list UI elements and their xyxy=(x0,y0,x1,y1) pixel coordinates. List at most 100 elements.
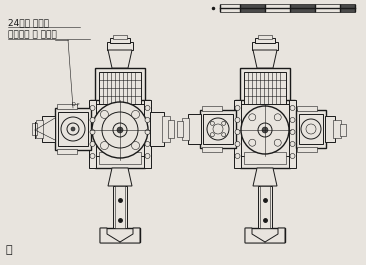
Bar xyxy=(265,4,290,12)
Circle shape xyxy=(258,123,272,137)
Bar xyxy=(244,152,286,164)
Polygon shape xyxy=(245,228,285,243)
Bar xyxy=(244,72,286,144)
Bar xyxy=(113,35,127,39)
Polygon shape xyxy=(253,50,277,68)
Bar xyxy=(239,104,291,156)
Bar xyxy=(299,114,323,144)
Bar xyxy=(245,228,285,242)
Bar xyxy=(297,147,317,152)
Bar xyxy=(340,4,355,12)
Bar xyxy=(297,106,317,111)
Circle shape xyxy=(262,127,268,133)
Bar xyxy=(58,112,88,146)
Bar xyxy=(42,116,55,142)
Bar xyxy=(100,228,140,242)
Bar xyxy=(315,4,340,12)
Circle shape xyxy=(210,121,214,125)
Circle shape xyxy=(61,117,85,141)
Bar xyxy=(240,4,265,12)
Bar xyxy=(333,120,341,138)
Bar xyxy=(220,4,240,12)
Circle shape xyxy=(290,153,295,158)
Circle shape xyxy=(290,117,295,122)
Circle shape xyxy=(90,105,95,111)
Bar xyxy=(99,72,141,144)
Bar xyxy=(162,116,170,142)
Bar xyxy=(57,149,77,154)
Circle shape xyxy=(145,130,150,135)
Circle shape xyxy=(222,133,226,137)
Polygon shape xyxy=(100,228,140,243)
Bar xyxy=(95,148,145,168)
Text: D: D xyxy=(71,103,75,108)
Circle shape xyxy=(241,106,289,154)
Bar xyxy=(113,186,127,228)
Circle shape xyxy=(90,117,95,122)
Circle shape xyxy=(67,123,79,135)
Bar xyxy=(168,120,174,138)
Circle shape xyxy=(100,142,108,149)
Circle shape xyxy=(290,142,295,147)
Bar xyxy=(200,110,236,148)
Bar xyxy=(240,68,290,148)
Circle shape xyxy=(131,111,139,118)
Bar xyxy=(252,42,278,50)
Circle shape xyxy=(102,112,138,148)
Circle shape xyxy=(290,105,295,111)
Bar xyxy=(182,118,189,140)
Text: 그: 그 xyxy=(6,245,12,255)
Text: 서보모터 및 감속기: 서보모터 및 감속기 xyxy=(8,30,57,39)
Circle shape xyxy=(290,130,295,135)
Bar xyxy=(95,68,145,148)
Bar xyxy=(90,100,150,160)
Bar xyxy=(258,186,272,228)
Circle shape xyxy=(100,111,108,118)
Circle shape xyxy=(117,127,123,133)
Circle shape xyxy=(301,119,321,139)
Bar xyxy=(115,186,125,228)
Bar xyxy=(203,114,233,144)
Bar xyxy=(340,124,346,136)
Circle shape xyxy=(145,142,150,147)
Bar xyxy=(89,100,96,168)
Circle shape xyxy=(213,124,223,134)
Bar xyxy=(55,108,91,150)
Bar xyxy=(202,106,222,111)
Circle shape xyxy=(207,118,229,140)
Circle shape xyxy=(274,114,281,121)
Bar xyxy=(290,4,315,12)
Circle shape xyxy=(210,133,214,137)
Circle shape xyxy=(90,130,95,135)
Circle shape xyxy=(92,102,148,158)
Text: 24절기 커트롤: 24절기 커트롤 xyxy=(8,18,49,27)
Circle shape xyxy=(222,121,226,125)
Bar xyxy=(177,121,183,137)
Circle shape xyxy=(113,123,127,137)
Circle shape xyxy=(90,142,95,147)
Bar xyxy=(296,110,326,148)
Circle shape xyxy=(274,139,281,146)
Text: P: P xyxy=(77,103,79,107)
Bar xyxy=(57,104,77,109)
Circle shape xyxy=(131,142,139,149)
Bar xyxy=(150,112,164,146)
Bar xyxy=(235,100,295,160)
Bar xyxy=(94,104,146,156)
Bar xyxy=(289,100,296,168)
Bar xyxy=(255,38,275,43)
Circle shape xyxy=(235,142,240,147)
Polygon shape xyxy=(108,50,132,68)
Circle shape xyxy=(306,124,316,134)
Bar xyxy=(258,35,272,39)
Bar xyxy=(325,116,335,142)
Bar xyxy=(99,152,141,164)
Circle shape xyxy=(145,117,150,122)
Circle shape xyxy=(145,153,150,158)
Bar xyxy=(202,147,222,152)
Circle shape xyxy=(249,139,256,146)
Circle shape xyxy=(235,117,240,122)
Bar xyxy=(32,123,37,135)
Bar xyxy=(107,42,133,50)
Bar xyxy=(240,148,290,168)
